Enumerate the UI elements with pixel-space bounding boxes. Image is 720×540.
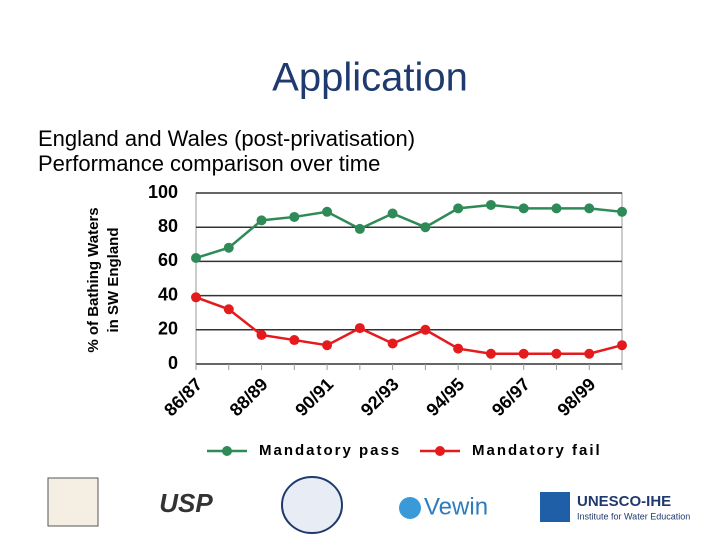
y-tick-label: 100: [148, 182, 178, 202]
series-line: [195, 203, 623, 260]
slide-title: Application: [272, 56, 468, 100]
x-tick-label: 86/87: [160, 374, 206, 420]
legend-label: Mandatory pass: [259, 442, 401, 459]
data-point: [420, 222, 431, 233]
data-point: [617, 340, 627, 351]
y-tick-label: 60: [158, 250, 178, 270]
data-point: [485, 199, 496, 210]
data-point: [191, 292, 201, 303]
data-point: [322, 206, 333, 217]
data-point: [256, 329, 267, 340]
data-point: [518, 348, 529, 359]
y-tick-label: 0: [168, 353, 178, 373]
logos: USP Vewin UNESCO-IHE Institute for Water…: [47, 476, 690, 534]
data-point: [354, 223, 365, 234]
x-tick-label: 88/89: [226, 374, 272, 420]
series-line: [195, 296, 623, 355]
data-point: [584, 203, 595, 214]
logo-seal: [281, 476, 343, 534]
x-tick-label: 96/97: [488, 374, 534, 420]
data-point: [387, 208, 398, 219]
x-tick-label: 94/95: [422, 374, 468, 420]
logo-text: Vewin: [424, 493, 488, 520]
legend-label: Mandatory fail: [472, 442, 602, 459]
legend-marker: [222, 446, 232, 456]
data-point: [387, 338, 398, 349]
data-point: [223, 304, 234, 315]
x-tick-label: 98/99: [553, 374, 599, 420]
logo-crest: [47, 477, 99, 527]
y-axis-label: % of Bathing Waters in SW England: [85, 207, 122, 352]
data-point: [453, 343, 464, 354]
data-point: [354, 323, 365, 334]
data-point: [322, 340, 333, 351]
logo-text: USP: [159, 488, 213, 518]
data-point: [485, 348, 496, 359]
data-point: [518, 203, 529, 214]
subtitle: Performance comparison over time: [38, 151, 380, 176]
y-tick-label: 20: [158, 319, 178, 339]
logo-text: UNESCO-IHE: [577, 493, 671, 510]
y-axis-label-line: in SW England: [105, 228, 122, 333]
data-point: [551, 203, 562, 214]
data-point: [617, 206, 627, 217]
subtitle: England and Wales (post-privatisation): [38, 126, 415, 151]
x-tick-label: 92/93: [357, 374, 403, 420]
y-tick-label: 40: [158, 284, 178, 304]
data-point: [420, 324, 431, 335]
data-point: [256, 215, 267, 226]
logo-text: Institute for Water Education: [577, 511, 690, 521]
logo-globe: [399, 497, 421, 519]
data-point: [551, 348, 562, 359]
y-axis-label-line: % of Bathing Waters: [85, 207, 102, 352]
legend-marker: [435, 446, 445, 456]
y-tick-label: 80: [158, 216, 178, 236]
data-point: [223, 242, 234, 253]
data-point: [289, 211, 300, 222]
data-point: [289, 335, 300, 346]
data-point: [453, 203, 464, 214]
logo-mark: [540, 492, 570, 522]
data-point: [191, 252, 201, 263]
data-point: [584, 348, 595, 359]
x-tick-label: 90/91: [291, 374, 337, 420]
